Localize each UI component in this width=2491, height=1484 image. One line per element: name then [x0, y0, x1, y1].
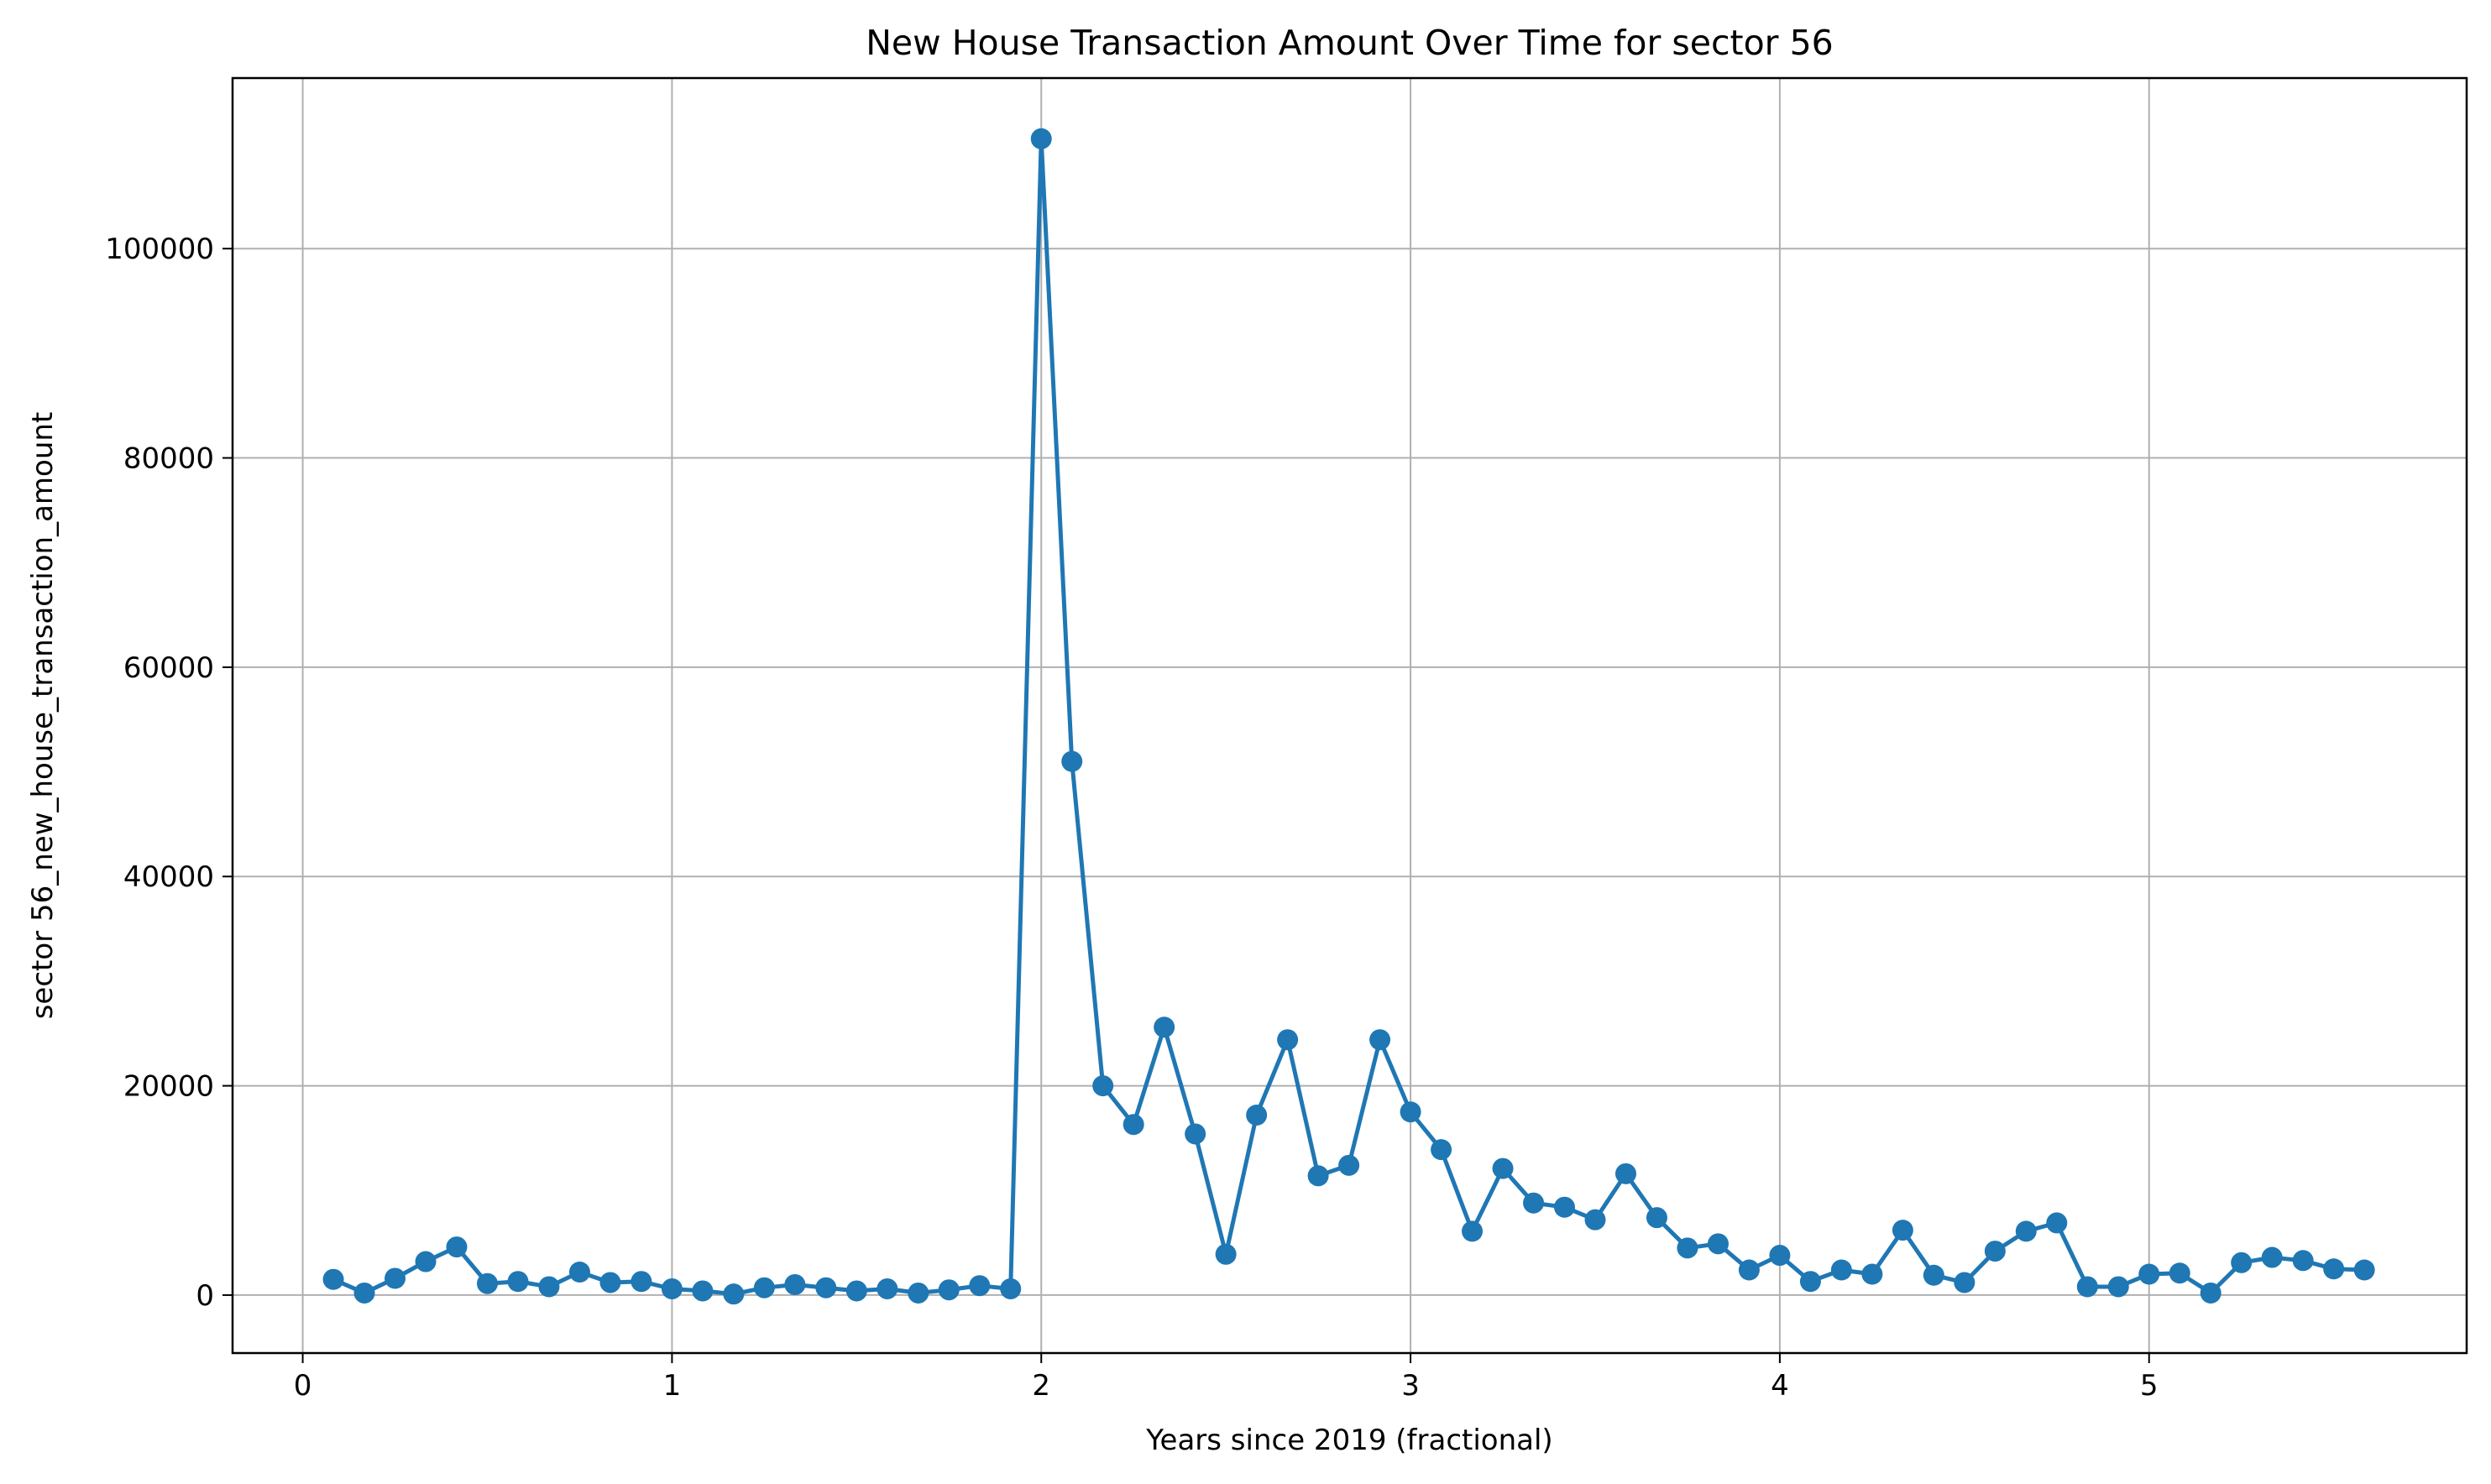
data-point	[1000, 1278, 1022, 1299]
data-point	[322, 1268, 344, 1290]
data-point	[415, 1251, 437, 1272]
y-tick-label: 80000	[123, 442, 214, 476]
data-point	[1246, 1104, 1268, 1126]
data-point	[1861, 1263, 1883, 1285]
data-point	[1185, 1123, 1206, 1145]
grid-lines	[233, 78, 2467, 1353]
data-point	[1984, 1241, 2006, 1262]
data-point	[815, 1277, 837, 1298]
data-point	[353, 1282, 375, 1304]
data-point	[661, 1278, 683, 1299]
data-point	[2169, 1262, 2190, 1284]
data-point	[1707, 1233, 1729, 1255]
x-tick-label: 3	[1401, 1369, 1420, 1403]
data-point	[1492, 1157, 1514, 1179]
data-point	[2107, 1276, 2129, 1298]
data-point	[2076, 1276, 2098, 1298]
x-tick-label: 2	[1032, 1369, 1050, 1403]
data-point	[723, 1283, 745, 1305]
y-tick-label: 100000	[105, 233, 214, 266]
data-point	[1277, 1029, 1299, 1051]
data-point	[446, 1236, 468, 1258]
data-point	[1769, 1245, 1791, 1267]
data-point	[2353, 1259, 2375, 1281]
x-tick-label: 5	[2140, 1369, 2159, 1403]
data-point	[1400, 1101, 1421, 1123]
data-point	[1369, 1029, 1391, 1051]
data-point	[385, 1267, 406, 1289]
data-point	[1030, 128, 1052, 149]
data-point	[1553, 1196, 1575, 1218]
data-point	[2231, 1251, 2253, 1273]
x-tick-label: 1	[663, 1369, 682, 1403]
data-point	[1431, 1139, 1452, 1161]
data-point	[2015, 1220, 2037, 1242]
data-point	[1923, 1264, 1944, 1286]
x-tick-label: 0	[294, 1369, 312, 1403]
data-point	[753, 1277, 775, 1298]
data-point	[1061, 750, 1083, 772]
chart-title: New House Transaction Amount Over Time f…	[866, 23, 1833, 63]
data-point	[2323, 1258, 2345, 1280]
data-point	[1677, 1237, 1698, 1259]
data-point	[1584, 1209, 1606, 1231]
data-point	[2292, 1250, 2314, 1272]
data-point	[969, 1275, 991, 1297]
data-point	[1830, 1259, 1852, 1281]
y-tick-label: 60000	[123, 651, 214, 685]
data-point	[692, 1280, 714, 1302]
data-point	[1123, 1114, 1144, 1136]
data-point	[1154, 1016, 1175, 1038]
data-point	[1954, 1272, 1976, 1293]
data-point	[1307, 1165, 1329, 1187]
data-point	[476, 1272, 498, 1294]
x-tick-label: 4	[1771, 1369, 1789, 1403]
y-axis-label: sector 56_new_house_transaction_amount	[26, 412, 60, 1020]
data-point	[2138, 1263, 2160, 1285]
axis-ticks: 0 1 2 3 4 5 0 20000 40000 60000 80000 100000	[105, 233, 2158, 1403]
data-point	[1614, 1163, 1636, 1184]
data-point	[538, 1276, 560, 1298]
data-point	[1892, 1220, 1913, 1241]
data-point	[1646, 1207, 1667, 1229]
data-point	[877, 1278, 898, 1299]
data-point	[2200, 1282, 2221, 1304]
data-point	[2261, 1246, 2283, 1268]
data-point	[908, 1282, 929, 1304]
data-point	[568, 1262, 590, 1283]
data-series	[322, 128, 2375, 1305]
data-point	[599, 1272, 621, 1293]
data-point	[631, 1271, 652, 1293]
y-tick-label: 0	[196, 1279, 214, 1313]
y-tick-label: 40000	[123, 860, 214, 894]
data-point	[784, 1273, 806, 1295]
x-axis-label: Years since 2019 (fractional)	[1145, 1424, 1552, 1457]
data-point	[1462, 1220, 1484, 1242]
data-point	[1523, 1192, 1545, 1214]
data-point	[938, 1279, 960, 1301]
data-point	[507, 1271, 529, 1293]
data-point	[2046, 1212, 2068, 1234]
y-tick-label: 20000	[123, 1070, 214, 1104]
data-point	[845, 1280, 867, 1302]
data-point	[1738, 1259, 1760, 1281]
plot-frame	[231, 76, 2468, 1355]
data-point	[1215, 1243, 1237, 1265]
data-point	[1092, 1075, 1114, 1097]
data-point	[1338, 1154, 1360, 1176]
data-point	[1799, 1271, 1821, 1293]
